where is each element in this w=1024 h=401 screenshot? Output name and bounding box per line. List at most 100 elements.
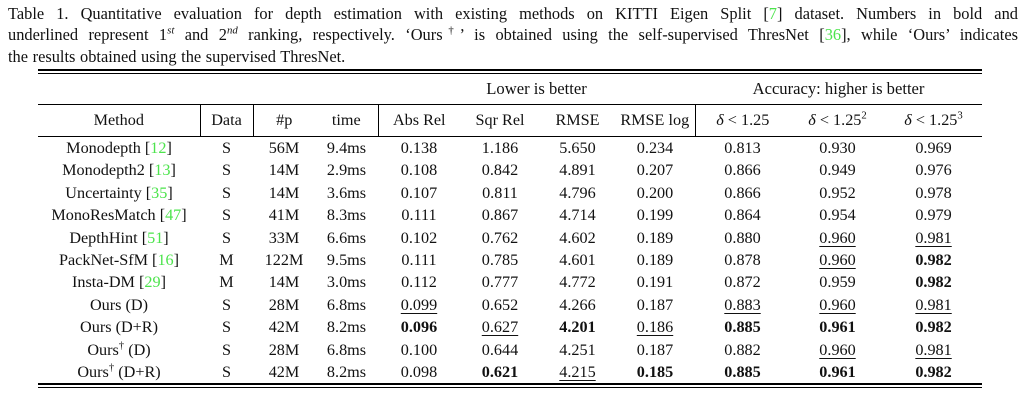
value-cell: 0.627 [481, 318, 519, 337]
citation-link[interactable]: 16 [157, 251, 174, 270]
caption-text: [ [763, 4, 769, 23]
table-row: Insta-DM [29] M 14M 3.0ms 0.112 0.777 4.772 0.1… [38, 271, 982, 293]
citation-link[interactable]: 7 [768, 4, 777, 23]
table-row: Ours (D+R) S 42M 8.2ms 0.096 0.627 4.201 0.186 0… [38, 316, 982, 338]
method-name: Ours [80, 318, 112, 337]
column-header-label: Method [93, 111, 144, 129]
caption-text: st [167, 24, 175, 37]
citation-link[interactable]: 47 [165, 206, 182, 225]
column-header-row: Method Data #p time Abs Rel Sqr Rel RMSE RMSE l… [38, 104, 983, 137]
value-cell: S [221, 295, 231, 314]
citation-link[interactable]: 36 [824, 25, 842, 45]
value-cell: 41M [268, 206, 300, 225]
value-cell: 0.981 [915, 340, 952, 359]
value-cell: S [221, 363, 231, 382]
citation-link[interactable]: 29 [144, 273, 161, 292]
method-cell: Ours† (D) [38, 339, 200, 361]
bracket: [ [141, 183, 152, 202]
value-cell: 4.201 [559, 318, 596, 337]
group-header-cell: Accuracy: higher is better [695, 74, 983, 105]
method-name: Ours [89, 295, 122, 314]
value-cell: S [221, 139, 231, 157]
method-cell: Ours (D) [38, 294, 200, 316]
value-cell: 6.8ms [326, 340, 367, 359]
method-cell: Ours† (D+R) [38, 361, 200, 383]
value-cell: 8.3ms [326, 206, 367, 225]
value-cell: 0.949 [819, 161, 856, 180]
table-row: MonoResMatch [47] S 41M 8.3ms 0.111 0.867 4.71… [38, 204, 982, 226]
method-name: MonoResMatch [51, 206, 156, 225]
delta-symbol: δ [808, 111, 816, 129]
caption-line: underlined represent 1st and 2nd ranking… [8, 24, 1018, 45]
column-header-label: RMSE [555, 111, 600, 129]
value-cell: 0.883 [724, 295, 761, 314]
column-header-method: Method [38, 104, 200, 137]
top-double-rule [38, 69, 982, 74]
citation-link[interactable]: 12 [150, 139, 167, 157]
value-cell: 0.108 [400, 161, 438, 180]
table-body: Monodepth [12] S 56M 9.4ms 0.138 1.186 5.650 0.… [38, 137, 982, 384]
value-cell: 4.251 [559, 340, 596, 359]
column-header-exponent: 2 [861, 109, 867, 122]
value-cell: 0.138 [400, 139, 438, 157]
value-cell: 3.0ms [326, 273, 367, 292]
citation-link[interactable]: 35 [151, 183, 168, 202]
column-header-5: Sqr Rel [460, 104, 540, 137]
table-row: Monodepth2 [13] S 14M 2.9ms 0.108 0.842 4.891 0… [38, 159, 982, 181]
value-cell: 14M [268, 161, 300, 180]
column-header-8: δ < 1.25 [694, 104, 791, 137]
value-cell: 0.099 [400, 295, 438, 314]
column-header-4: Abs Rel [377, 104, 460, 137]
caption-text: and 2 [174, 25, 227, 45]
caption-text: ] dataset. Numbers in bold and [776, 4, 1018, 23]
value-cell: 0.866 [724, 183, 761, 202]
column-header-label: time [331, 111, 361, 129]
column-header-label: < 1.25 [723, 111, 770, 129]
citation-link[interactable]: 13 [154, 161, 171, 180]
column-header-1: Data [199, 104, 254, 137]
value-cell: 33M [268, 228, 300, 247]
bottom-double-rule [38, 383, 982, 389]
value-cell: 42M [268, 363, 300, 382]
caption-text: Table 1. Quantitative evaluation for dep… [8, 4, 764, 23]
value-cell: 0.960 [819, 251, 856, 270]
delta-symbol: δ [716, 111, 724, 129]
value-cell: 4.215 [559, 363, 596, 382]
value-cell: 0.867 [481, 206, 519, 225]
value-cell: 4.602 [559, 228, 596, 247]
value-cell: 5.650 [559, 139, 596, 157]
bracket: [ [155, 206, 166, 225]
value-cell: 0.189 [636, 251, 674, 270]
table-row: Monodepth [12] S 56M 9.4ms 0.138 1.186 5.650 0.… [38, 137, 982, 160]
method-name: Uncertainty [65, 183, 142, 202]
method-variant: (D+R) [111, 318, 158, 337]
delta-symbol: δ [904, 111, 912, 129]
column-header-6: RMSE [540, 104, 615, 137]
value-cell: S [221, 340, 231, 359]
table-row: Ours† (D+R) S 42M 8.2ms 0.098 0.621 4.215 0.185… [38, 361, 982, 383]
value-cell: 9.4ms [326, 139, 367, 157]
value-cell: 0.954 [819, 206, 856, 225]
column-header-10: δ < 1.253 [885, 104, 983, 137]
value-cell: 0.982 [915, 318, 952, 337]
bracket: [ [144, 161, 155, 180]
column-header-label: #p [276, 111, 293, 129]
group-header-cell: Lower is better [378, 74, 696, 105]
value-cell: 0.098 [400, 363, 438, 382]
citation-link[interactable]: 51 [147, 228, 164, 247]
caption-text: nd [226, 24, 238, 37]
value-cell: M [219, 251, 234, 270]
column-header-3: time [315, 104, 378, 137]
value-cell: 0.960 [819, 228, 856, 247]
value-cell: 28M [268, 340, 300, 359]
caption-line: the results obtained using the supervise… [8, 46, 1018, 67]
column-header-2: #p [253, 104, 315, 137]
value-cell: 6.8ms [326, 295, 367, 314]
value-cell: S [221, 161, 231, 180]
method-name: Monodepth2 [62, 161, 145, 180]
value-cell: 4.891 [559, 161, 596, 180]
value-cell: 0.199 [636, 206, 674, 225]
table-row: DepthHint [51] S 33M 6.6ms 0.102 0.762 4.602 0.… [38, 227, 982, 249]
value-cell: 0.811 [482, 183, 518, 202]
method-variant: (D) [121, 295, 148, 314]
